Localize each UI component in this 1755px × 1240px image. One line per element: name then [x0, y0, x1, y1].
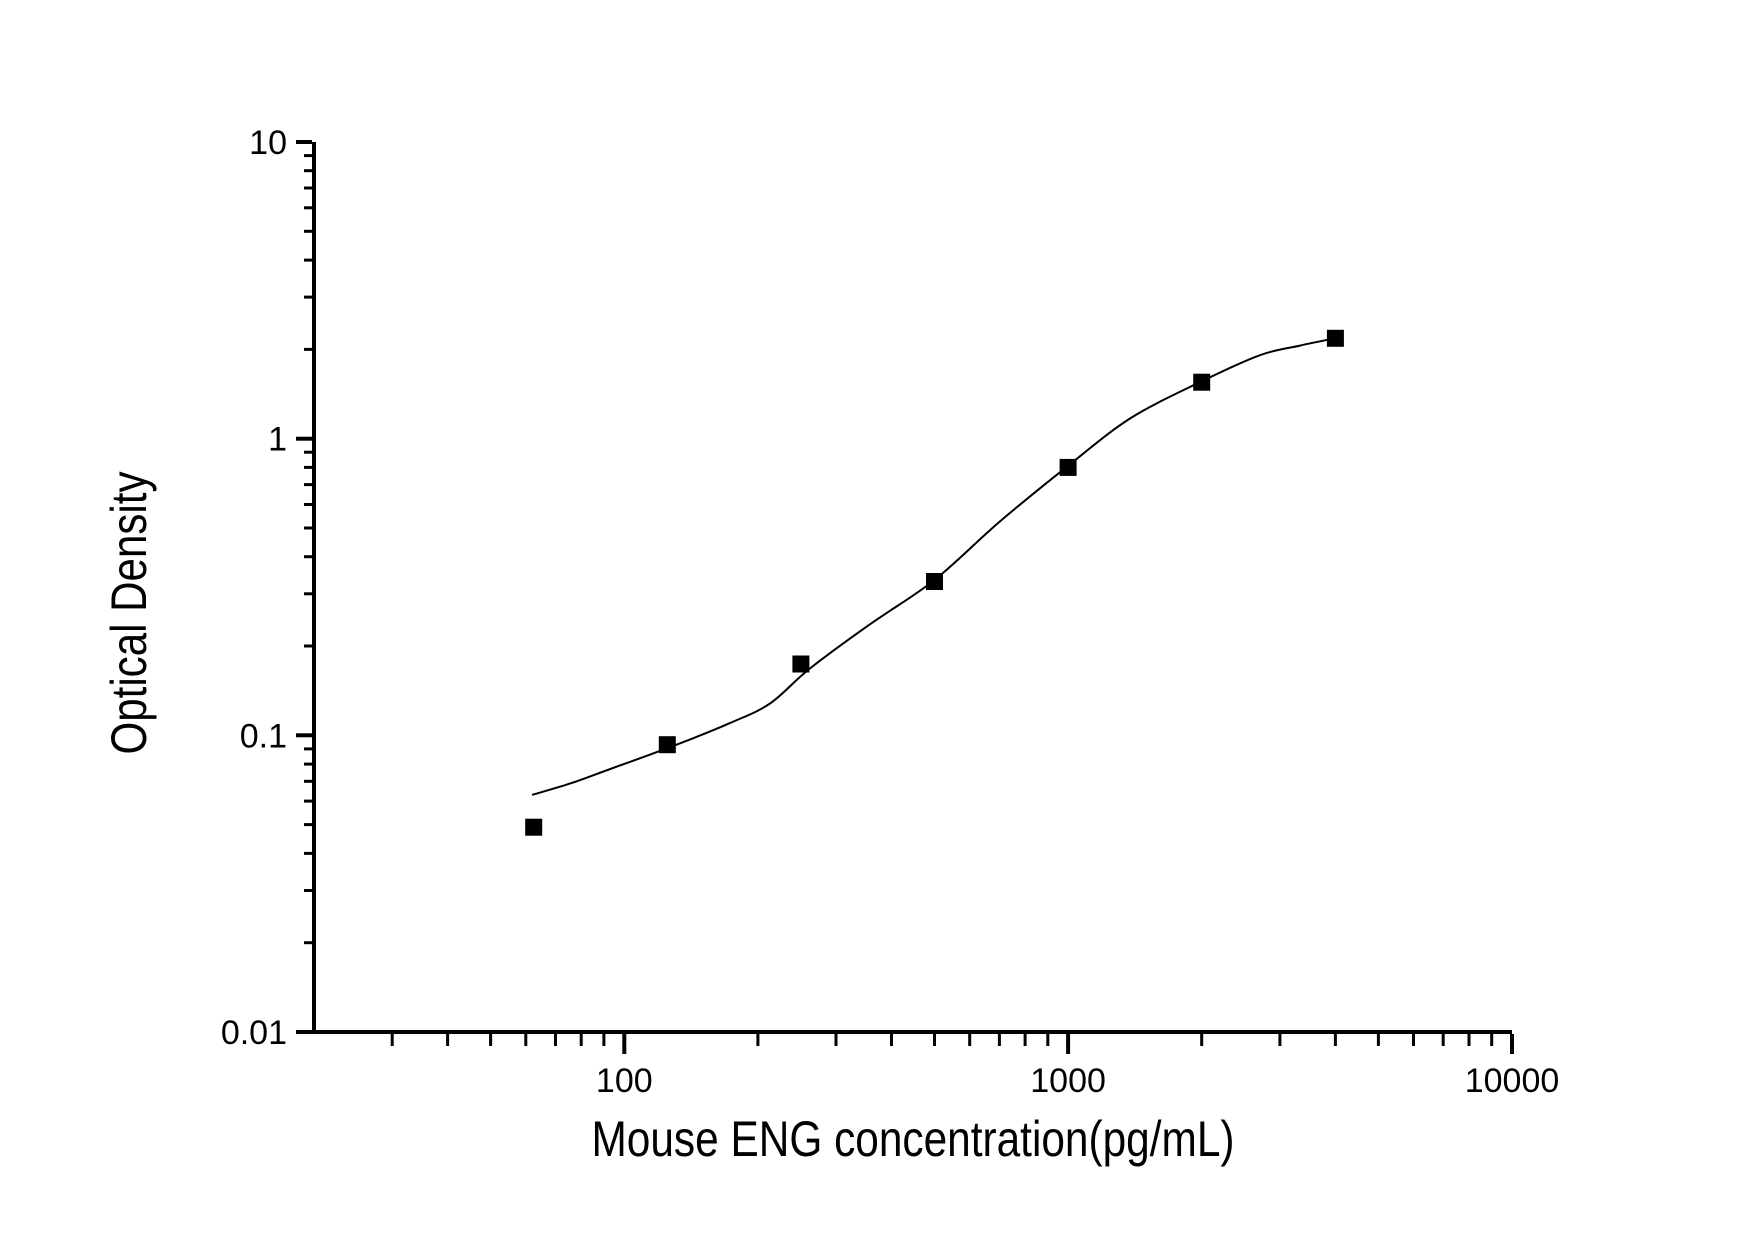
y-axis-title: Optical Density	[101, 472, 157, 755]
y-tick-label: 0.01	[221, 1014, 287, 1052]
data-point-marker	[792, 655, 810, 673]
x-tick-label: 1000	[1030, 1062, 1106, 1100]
data-point-marker	[1326, 329, 1344, 347]
x-axis-title: Mouse ENG concentration(pg/mL)	[592, 1111, 1235, 1167]
y-tick-label: 0.1	[240, 717, 287, 755]
data-point-marker	[1193, 373, 1211, 391]
x-tick-label: 10000	[1465, 1062, 1560, 1100]
data-point-marker	[926, 573, 943, 590]
data-point-marker	[658, 736, 676, 754]
data-point-marker	[1059, 458, 1077, 476]
x-tick-label: 100	[596, 1062, 653, 1100]
y-tick-label: 10	[249, 124, 287, 162]
fit-curve	[531, 337, 1336, 796]
data-point-marker	[525, 818, 543, 836]
y-tick-label: 1	[268, 421, 287, 459]
